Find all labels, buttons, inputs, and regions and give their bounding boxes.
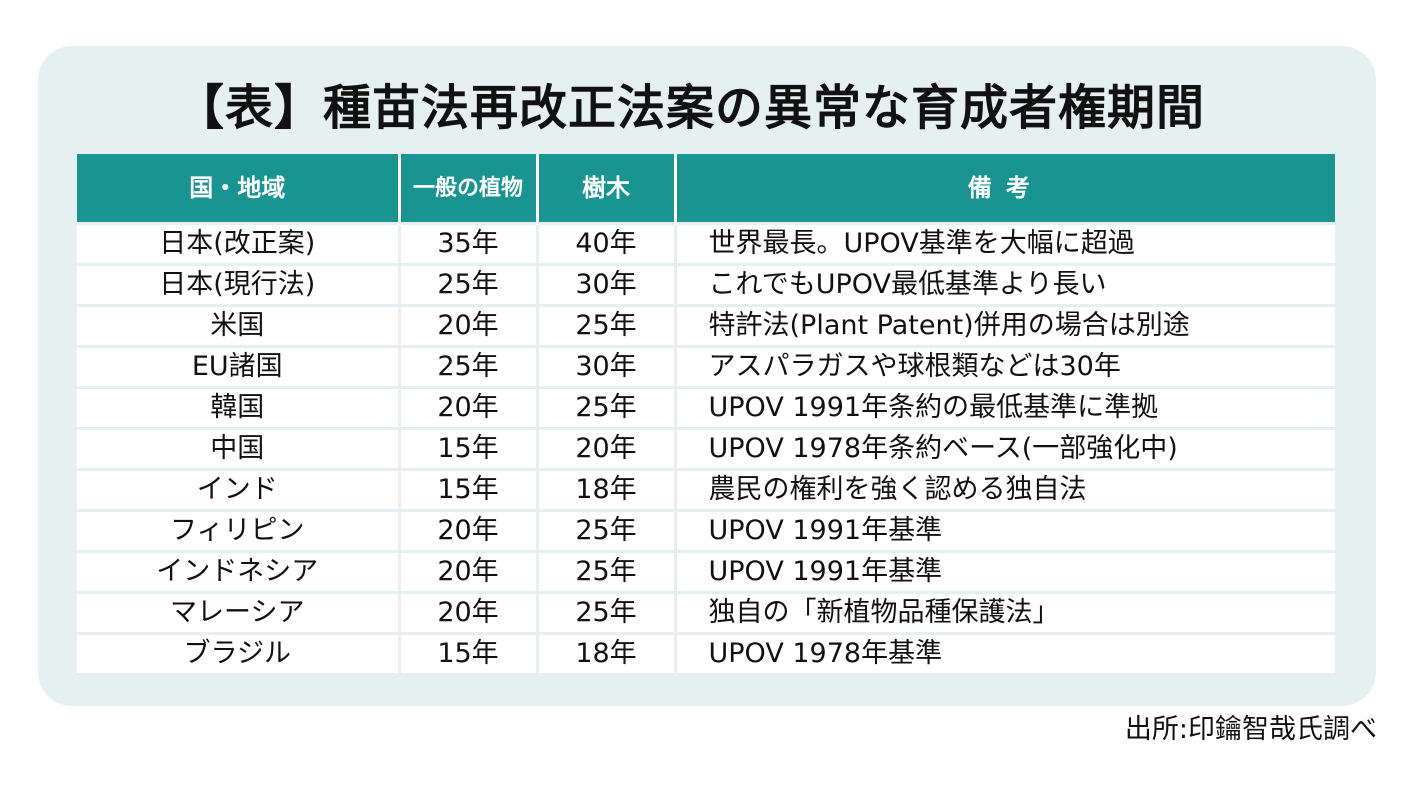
- cell-remarks: UPOV 1978年基準: [673, 632, 1335, 673]
- cell-country: マレーシア: [77, 591, 399, 634]
- page-title: 【表】種苗法再改正法案の異常な育成者権期間: [176, 80, 1206, 136]
- cell-general-period: 20年: [397, 550, 537, 593]
- header-trees: 樹木: [535, 154, 675, 224]
- cell-tree-period: 18年: [535, 468, 675, 511]
- cell-tree-period: 20年: [535, 427, 675, 470]
- table-header-row: 国・地域 一般の植物 樹木 備考: [77, 154, 1335, 224]
- header-remarks: 備考: [673, 154, 1335, 224]
- cell-remarks: アスパラガスや球根類などは30年: [673, 345, 1335, 388]
- cell-remarks: 世界最長。UPOV基準を大幅に超過: [673, 222, 1335, 265]
- cell-country: 日本(改正案): [77, 222, 399, 265]
- cell-country: インド: [77, 468, 399, 511]
- cell-general-period: 20年: [397, 304, 537, 347]
- cell-country: 中国: [77, 427, 399, 470]
- cell-country: 韓国: [77, 386, 399, 429]
- cell-general-period: 35年: [397, 222, 537, 265]
- cell-general-period: 15年: [397, 468, 537, 511]
- cell-tree-period: 30年: [535, 345, 675, 388]
- cell-remarks: UPOV 1991年条約の最低基準に準拠: [673, 386, 1335, 429]
- table-row: 米国 20年 25年 特許法(Plant Patent)併用の場合は別途: [77, 304, 1335, 347]
- cell-country: 米国: [77, 304, 399, 347]
- header-general-plants: 一般の植物: [397, 154, 537, 224]
- table-row: 中国 15年 20年 UPOV 1978年条約ベース(一部強化中): [77, 427, 1335, 470]
- cell-general-period: 20年: [397, 591, 537, 634]
- header-country: 国・地域: [77, 154, 399, 224]
- cell-tree-period: 25年: [535, 304, 675, 347]
- cell-general-period: 15年: [397, 632, 537, 673]
- cell-tree-period: 30年: [535, 263, 675, 306]
- cell-general-period: 20年: [397, 386, 537, 429]
- table-row: 韓国 20年 25年 UPOV 1991年条約の最低基準に準拠: [77, 386, 1335, 429]
- cell-tree-period: 25年: [535, 591, 675, 634]
- table-row: EU諸国 25年 30年 アスパラガスや球根類などは30年: [77, 345, 1335, 388]
- cell-remarks: 特許法(Plant Patent)併用の場合は別途: [673, 304, 1335, 347]
- cell-general-period: 15年: [397, 427, 537, 470]
- table-row: 日本(現行法) 25年 30年 これでもUPOV最低基準より長い: [77, 263, 1335, 306]
- cell-general-period: 25年: [397, 345, 537, 388]
- data-table: 国・地域 一般の植物 樹木 備考 日本(改正案) 35年 40年 世界最長。UP…: [77, 154, 1335, 673]
- table-row: 日本(改正案) 35年 40年 世界最長。UPOV基準を大幅に超過: [77, 222, 1335, 265]
- cell-country: フィリピン: [77, 509, 399, 552]
- cell-tree-period: 18年: [535, 632, 675, 673]
- cell-remarks: UPOV 1978年条約ベース(一部強化中): [673, 427, 1335, 470]
- cell-country: インドネシア: [77, 550, 399, 593]
- cell-country: ブラジル: [77, 632, 399, 673]
- table-row: インドネシア 20年 25年 UPOV 1991年基準: [77, 550, 1335, 593]
- cell-general-period: 20年: [397, 509, 537, 552]
- table-row: フィリピン 20年 25年 UPOV 1991年基準: [77, 509, 1335, 552]
- cell-general-period: 25年: [397, 263, 537, 306]
- table-row: インド 15年 18年 農民の権利を強く認める独自法: [77, 468, 1335, 511]
- cell-remarks: UPOV 1991年基準: [673, 550, 1335, 593]
- table-row: ブラジル 15年 18年 UPOV 1978年基準: [77, 632, 1335, 673]
- cell-country: EU諸国: [77, 345, 399, 388]
- cell-remarks: 農民の権利を強く認める独自法: [673, 468, 1335, 511]
- cell-remarks: UPOV 1991年基準: [673, 509, 1335, 552]
- table-row: マレーシア 20年 25年 独自の「新植物品種保護法」: [77, 591, 1335, 634]
- cell-remarks: これでもUPOV最低基準より長い: [673, 263, 1335, 306]
- cell-tree-period: 40年: [535, 222, 675, 265]
- cell-tree-period: 25年: [535, 509, 675, 552]
- cell-remarks: 独自の「新植物品種保護法」: [673, 591, 1335, 634]
- cell-tree-period: 25年: [535, 550, 675, 593]
- cell-tree-period: 25年: [535, 386, 675, 429]
- cell-country: 日本(現行法): [77, 263, 399, 306]
- source-note: 出所:印鑰智哉氏調べ: [1124, 714, 1377, 745]
